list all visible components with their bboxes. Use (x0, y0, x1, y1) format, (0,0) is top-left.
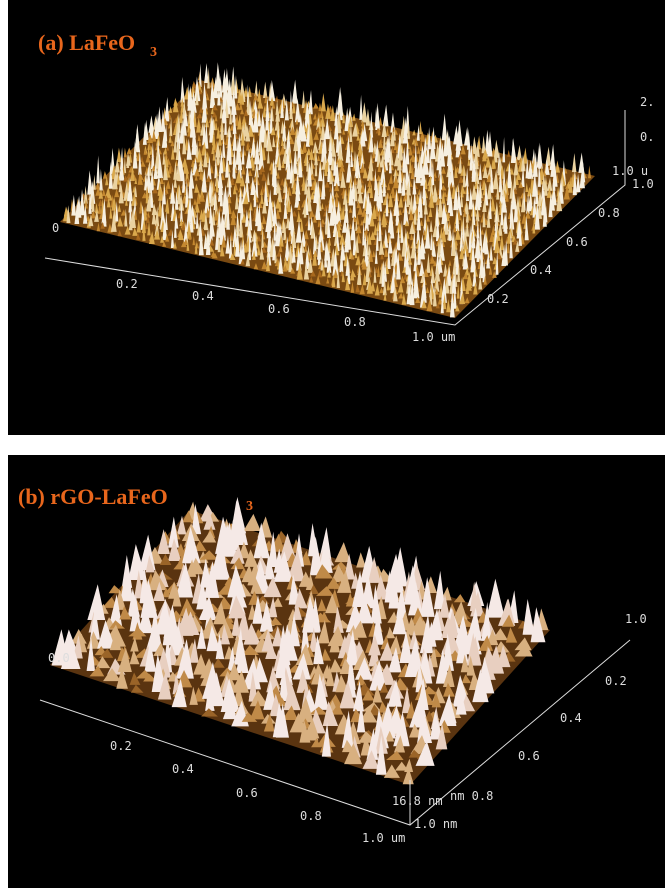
y-tick-label: 0.8 (598, 206, 620, 220)
x-tick-label: 0.6 (236, 786, 258, 800)
y-tick-label: 0.6 (566, 235, 588, 249)
y-tick-label: 0.4 (560, 711, 582, 725)
panel-title-subscript: 3 (246, 499, 253, 514)
z-tick-label: 0.0 (48, 651, 70, 665)
y-tick-label: 1.0 (625, 612, 647, 626)
x-tick-label: 0.8 (344, 315, 366, 329)
z-tick-label: 2. (640, 95, 654, 109)
x-tick-label: 0.6 (268, 302, 290, 316)
z-tick-label: 1.0 nm (414, 817, 457, 831)
x-tick-label: 0.2 (110, 739, 132, 753)
z-tick-label: 0. (640, 130, 654, 144)
y-tick-label: 0.2 (605, 674, 627, 688)
y-tick-label: 0.6 (518, 749, 540, 763)
z-tick-label: 1.0 u (612, 164, 648, 178)
z-tick-label: 0 (52, 221, 59, 235)
z-tick-label: 16.8 nm (392, 794, 443, 808)
x-tick-label: 0.4 (172, 762, 194, 776)
y-tick-label: 0.2 (487, 292, 509, 306)
panel-title: (a) LaFeO (38, 30, 135, 55)
x-tick-label: 0.2 (116, 277, 138, 291)
y-tick-label: nm 0.8 (450, 789, 493, 803)
y-tick-label: 0.4 (530, 263, 552, 277)
x-tick-label: 0.8 (300, 809, 322, 823)
x-tick-label: 0.4 (192, 289, 214, 303)
panel-title-subscript: 3 (150, 45, 157, 60)
x-tick-label: 1.0 um (362, 831, 405, 845)
figure: (a) LaFeO 3 (b) rGO-LaFeO 3 0.2 0.4 0.6 … (0, 0, 665, 888)
panel-title: (b) rGO-LaFeO (18, 484, 168, 509)
y-tick-label: 1.0 (632, 177, 654, 191)
x-tick-label: 1.0 um (412, 330, 455, 344)
